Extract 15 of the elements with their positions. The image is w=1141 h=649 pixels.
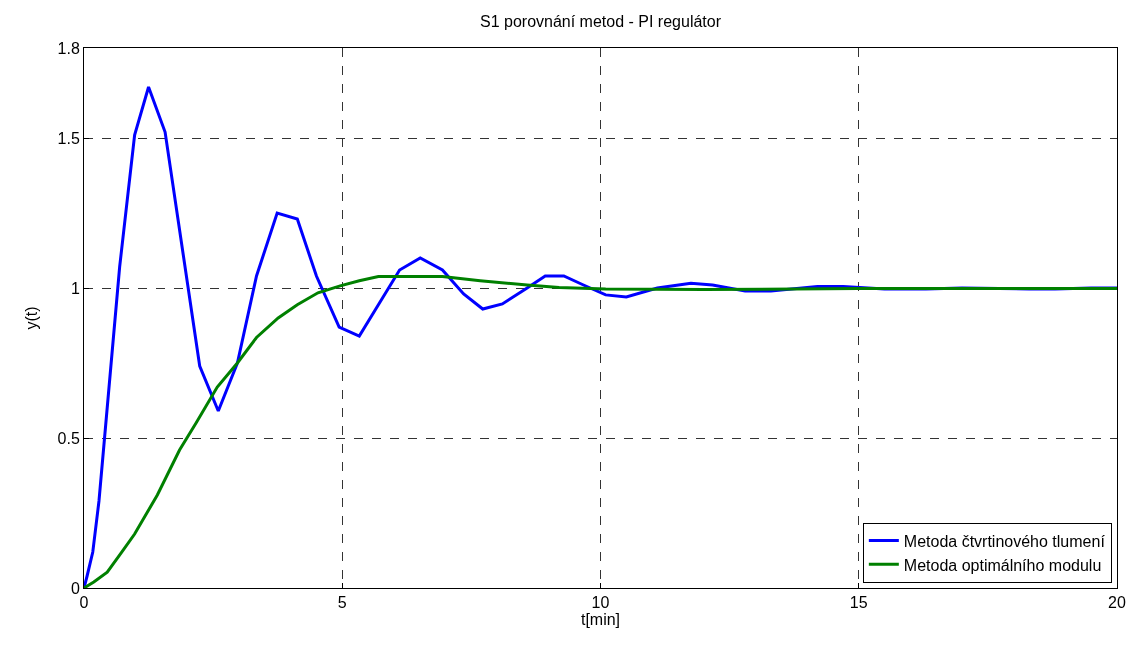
x-axis-title: t[min] xyxy=(580,611,621,629)
chart-title: S1 porovnání metod - PI regulátor xyxy=(479,13,722,31)
x-tick-label: 20 xyxy=(1108,594,1126,612)
line-series xyxy=(84,275,1117,588)
legend-label: Metoda optimálního modulu xyxy=(903,556,1102,574)
y-tick-label: 0.5 xyxy=(57,429,80,447)
y-tick-label: 1 xyxy=(70,279,80,297)
y-axis-title: y(t) xyxy=(23,306,41,330)
x-tick-label: 15 xyxy=(849,594,868,612)
y-tick-label: 1.8 xyxy=(57,39,80,57)
y-tick-label: 1.5 xyxy=(57,129,80,147)
x-tick-label: 5 xyxy=(337,594,347,612)
y-tick-label: 0 xyxy=(70,579,80,597)
legend-label: Metoda čtvrtinového tlumení xyxy=(903,532,1106,550)
x-tick-label: 10 xyxy=(591,594,610,612)
